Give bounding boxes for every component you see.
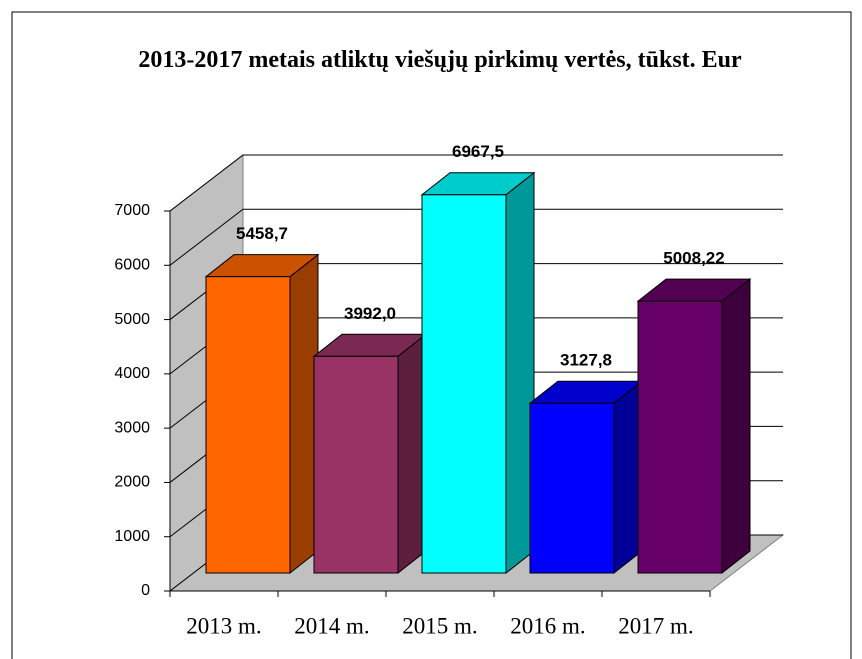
chart-border <box>11 11 852 659</box>
bar <box>421 194 507 574</box>
x-tick-label: 2016 m. <box>510 613 585 638</box>
x-tick-label: 2015 m. <box>402 613 477 638</box>
x-tick-label: 2014 m. <box>294 613 369 638</box>
y-tick-label: 3000 <box>114 419 150 436</box>
y-tick-label: 7000 <box>114 202 150 219</box>
bar <box>637 300 723 574</box>
y-tick-label: 2000 <box>114 474 150 491</box>
y-tick-label: 1000 <box>114 528 150 545</box>
bar <box>313 355 399 574</box>
y-tick-label: 0 <box>141 582 150 599</box>
bar <box>205 276 291 574</box>
y-tick-label: 4000 <box>114 365 150 382</box>
x-tick-label: 2013 m. <box>186 613 261 638</box>
value-label: 5008,22 <box>663 249 724 268</box>
value-label: 5458,7 <box>236 224 288 243</box>
grid-line <box>169 208 783 266</box>
value-label: 6967,5 <box>452 142 504 161</box>
y-tick-label: 6000 <box>114 257 150 274</box>
x-tick-label: 2017 m. <box>618 613 693 638</box>
bar <box>529 402 615 574</box>
bar-side <box>721 278 751 575</box>
chart-title: 2013-2017 metais atliktų viešųjų pirkimų… <box>138 47 742 73</box>
value-label: 3127,8 <box>560 351 612 370</box>
y-tick-label: 5000 <box>114 311 150 328</box>
grid-line <box>169 154 783 212</box>
value-label: 3992,0 <box>344 304 396 323</box>
